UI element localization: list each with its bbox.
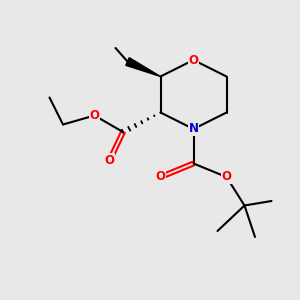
Text: O: O (188, 53, 199, 67)
Text: O: O (155, 170, 166, 184)
Text: O: O (89, 109, 100, 122)
Text: O: O (104, 154, 115, 167)
Polygon shape (126, 58, 160, 76)
Text: O: O (221, 170, 232, 184)
Text: N: N (188, 122, 199, 136)
